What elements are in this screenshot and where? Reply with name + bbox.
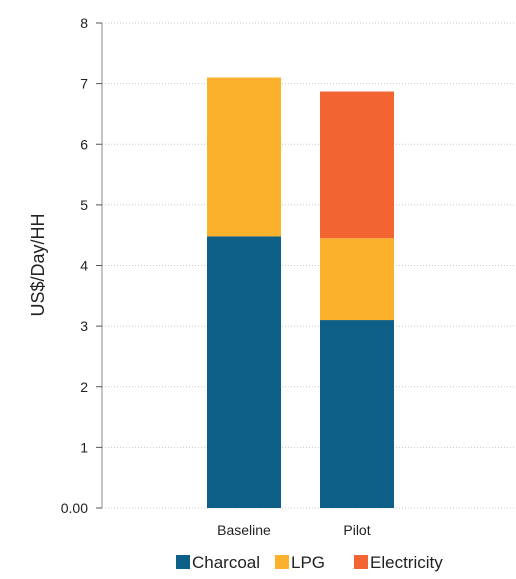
legend-swatch-electricity <box>354 555 368 569</box>
bar-segment-charcoal-pilot <box>320 320 394 508</box>
y-tick-label: 2 <box>80 379 88 395</box>
gridlines <box>102 22 516 509</box>
bar-segment-lpg-baseline <box>207 77 281 237</box>
y-tick-label: 0.00 <box>61 500 88 516</box>
bar-segment-charcoal-baseline <box>207 236 281 508</box>
y-tick-label: 8 <box>80 15 88 31</box>
legend-label-electricity: Electricity <box>370 553 443 572</box>
x-tick-label: Baseline <box>217 522 271 538</box>
y-tick-label: 5 <box>80 197 88 213</box>
legend-swatch-charcoal <box>176 555 190 569</box>
y-axis-title: US$/Day/HH <box>28 213 48 316</box>
y-tick-label: 7 <box>80 76 88 92</box>
y-tick-label: 4 <box>80 258 88 274</box>
y-tick-label: 1 <box>80 439 88 455</box>
legend-label-lpg: LPG <box>291 553 325 572</box>
y-ticks: 0.00 1 2 3 4 5 6 7 8 <box>61 15 102 516</box>
legend-swatch-lpg <box>275 555 289 569</box>
bar-segment-electricity-pilot <box>320 91 394 239</box>
x-ticks: Baseline Pilot <box>217 522 371 538</box>
y-tick-label: 6 <box>80 136 88 152</box>
legend: Charcoal LPG Electricity <box>176 553 443 572</box>
bars <box>207 77 394 508</box>
y-tick-label: 3 <box>80 318 88 334</box>
legend-label-charcoal: Charcoal <box>192 553 260 572</box>
x-tick-label: Pilot <box>343 522 370 538</box>
bar-segment-lpg-pilot <box>320 238 394 321</box>
